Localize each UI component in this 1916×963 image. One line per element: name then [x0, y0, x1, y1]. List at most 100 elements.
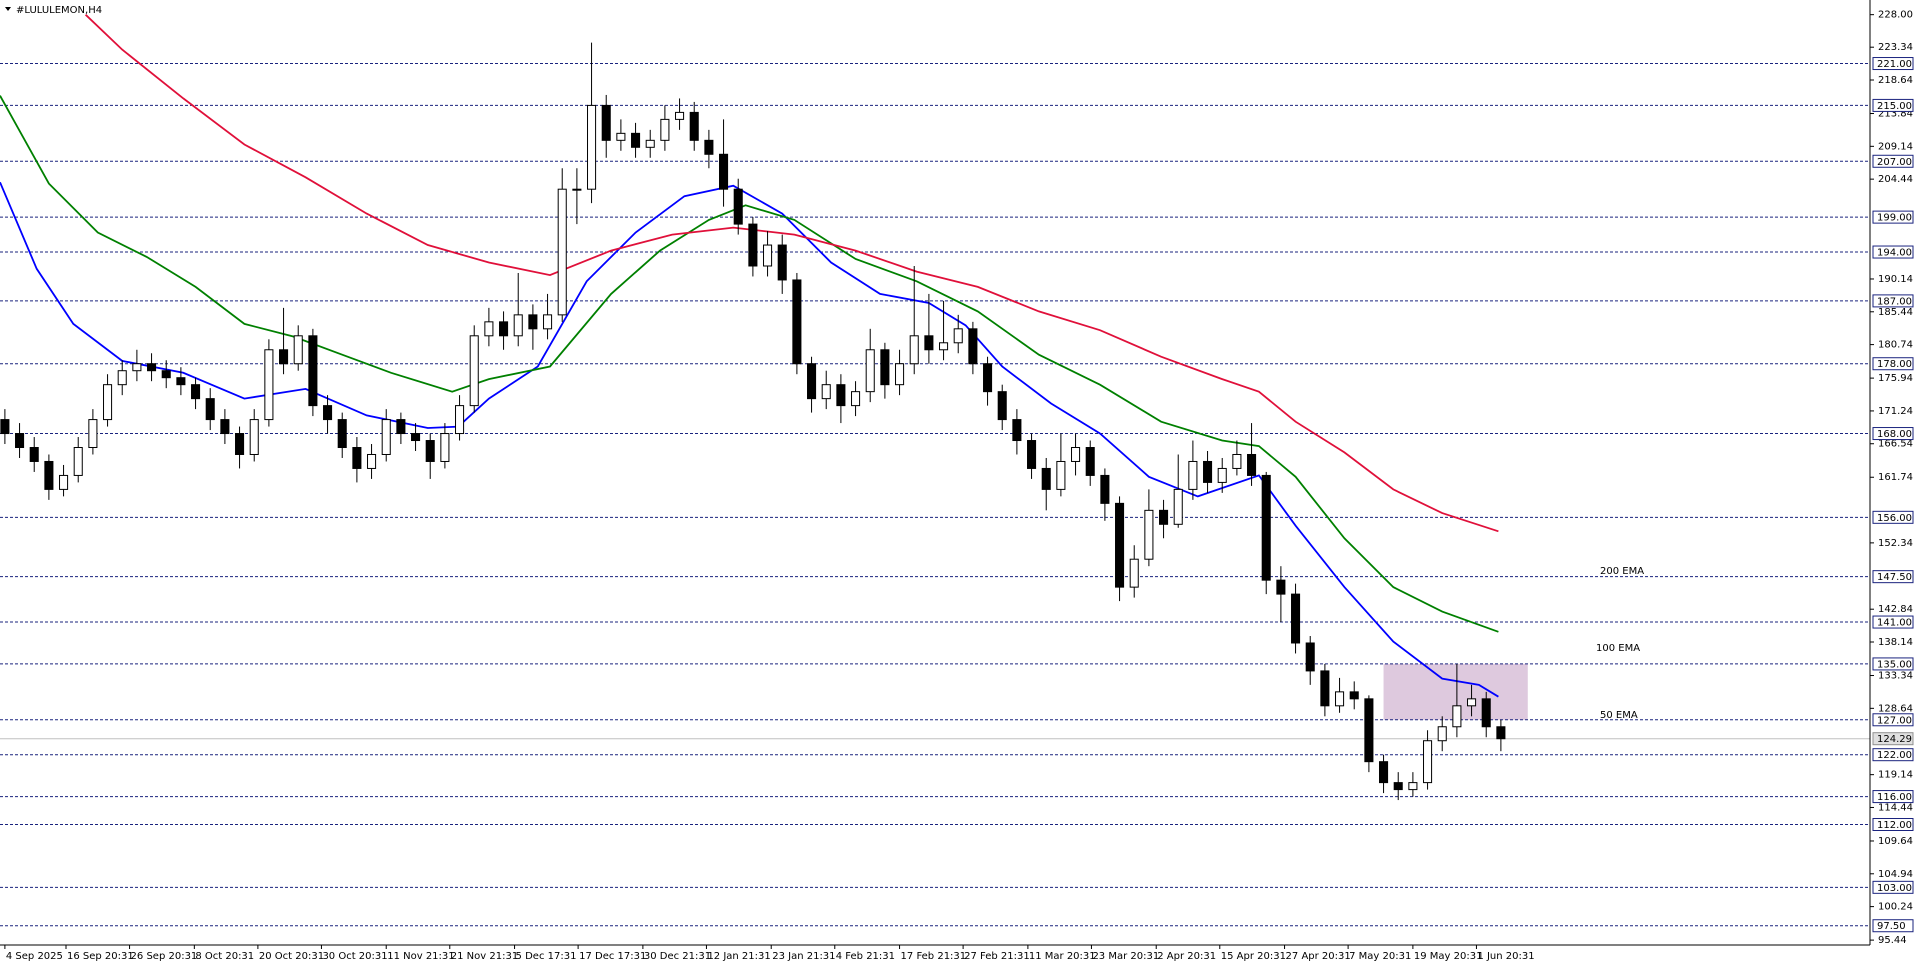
level-label: 135.00: [1877, 659, 1912, 670]
y-tick-label: 228.00: [1878, 10, 1913, 21]
candle-body: [1291, 593, 1301, 644]
y-tick-label: 223.34: [1878, 42, 1913, 53]
candle-body: [1071, 447, 1081, 462]
x-tick-label: 7 May 20:31: [1349, 951, 1411, 962]
y-tick-label: 180.74: [1878, 340, 1913, 351]
candle-body: [279, 349, 289, 365]
candle-body: [308, 335, 318, 407]
candle-body: [763, 244, 773, 267]
candle-body: [88, 419, 98, 449]
candle-body: [719, 153, 729, 190]
candle-body: [660, 118, 670, 141]
candle-body: [880, 349, 890, 386]
y-tick-label: 190.14: [1878, 274, 1913, 285]
level-label-box: [1872, 245, 1914, 259]
candle-body: [73, 447, 83, 476]
candle-body: [983, 363, 993, 393]
ema-line: [84, 14, 1499, 533]
candle-body: [1027, 440, 1037, 469]
candle-body: [689, 111, 699, 141]
y-tick-label: 119.14: [1878, 770, 1913, 781]
x-tick-label: 21 Nov 21:31: [451, 951, 518, 962]
x-tick-label: 4 Feb 21:31: [836, 951, 895, 962]
x-tick-label: 15 Apr 20:31: [1221, 951, 1286, 962]
level-label: 147.50: [1877, 572, 1912, 583]
candle-body: [411, 433, 421, 442]
chart-title: #LULULEMON,H4: [16, 5, 102, 16]
level-label: 178.00: [1877, 359, 1912, 370]
level-label-box: [1872, 713, 1914, 727]
candle-body: [572, 188, 582, 191]
candle-body: [1437, 726, 1447, 742]
level-label: 141.00: [1877, 618, 1912, 629]
candle-body: [249, 419, 259, 455]
level-label-box: [1872, 880, 1914, 894]
y-tick-label: 166.54: [1878, 439, 1913, 450]
candle-body: [455, 405, 465, 435]
y-tick-label: 209.14: [1878, 141, 1913, 152]
candle-body: [836, 384, 846, 407]
candle-body: [1320, 670, 1330, 707]
x-tick-label: 30 Dec 21:31: [644, 951, 711, 962]
candle-body: [1423, 740, 1433, 784]
x-tick-label: 20 Oct 20:31: [259, 951, 324, 962]
candle-body: [1335, 691, 1345, 707]
candle-body: [44, 460, 54, 490]
candle-body: [939, 342, 949, 351]
last-price-box: [1872, 732, 1914, 746]
candle-body: [1085, 447, 1095, 476]
candle-body: [147, 363, 157, 372]
y-tick-label: 114.44: [1878, 802, 1913, 813]
candle-body: [645, 139, 655, 148]
x-tick-label: 23 Mar 20:31: [1092, 951, 1159, 962]
candle-body: [235, 433, 245, 455]
x-tick-label: 2 Apr 20:31: [1157, 951, 1216, 962]
candle-body: [1203, 460, 1213, 483]
level-label-box: [1872, 657, 1914, 671]
candle-body: [601, 104, 611, 141]
level-label-box: [1872, 294, 1914, 308]
candle-body: [1364, 698, 1374, 763]
candle-body: [733, 188, 743, 225]
candle-body: [909, 335, 919, 365]
candle-body: [821, 384, 831, 400]
level-label-box: [1872, 98, 1914, 112]
candle-body: [0, 419, 10, 435]
candle-body: [1041, 467, 1051, 490]
level-label-box: [1872, 570, 1914, 584]
candle-body: [1173, 488, 1183, 525]
level-label-box: [1872, 427, 1914, 441]
level-label-box: [1872, 210, 1914, 224]
candle-body: [425, 440, 435, 462]
level-label-box: [1872, 357, 1914, 371]
level-label: 199.00: [1877, 213, 1912, 224]
y-tick-label: 100.24: [1878, 902, 1913, 913]
x-tick-label: 11 Nov 21:31: [387, 951, 454, 962]
candle-body: [1159, 509, 1169, 525]
candle-body: [777, 244, 787, 281]
x-tick-label: 27 Feb 21:31: [964, 951, 1030, 962]
candle-body: [220, 419, 230, 435]
y-tick-label: 138.14: [1878, 637, 1913, 648]
level-label-box: [1872, 790, 1914, 804]
level-label: 187.00: [1877, 296, 1912, 307]
candle-body: [1393, 782, 1403, 791]
candle-body: [499, 321, 509, 337]
level-label: 112.00: [1877, 820, 1912, 831]
candle-body: [1408, 782, 1418, 791]
candle-body: [1115, 502, 1125, 588]
candle-body: [557, 188, 567, 316]
ema-label: 200 EMA: [1600, 566, 1644, 577]
candle-body: [997, 391, 1007, 421]
y-tick-label: 142.84: [1878, 604, 1913, 615]
y-tick-label: 161.74: [1878, 472, 1913, 483]
candle-body: [1247, 453, 1257, 476]
candle-body: [1100, 474, 1110, 504]
candle-body: [1188, 460, 1198, 490]
candle-body: [1217, 467, 1227, 483]
level-label-box: [1872, 748, 1914, 762]
level-label-box: [1872, 615, 1914, 629]
level-label-box: [1872, 818, 1914, 832]
